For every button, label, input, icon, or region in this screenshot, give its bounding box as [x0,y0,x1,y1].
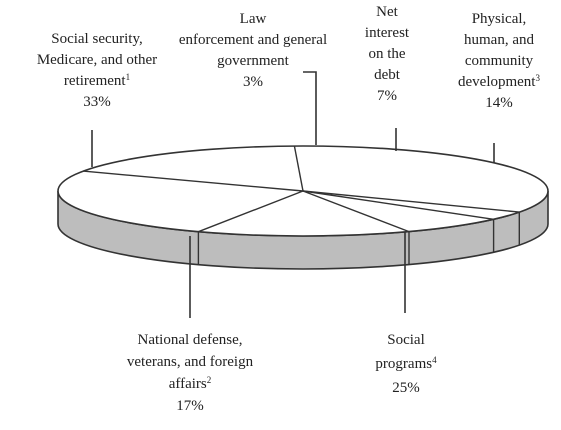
slice-label-1-line-0: Law [240,11,267,27]
slice-value-label-2: 7% [377,88,397,104]
slice-label-5-line-0: National defense, [138,332,243,348]
slice-label-3-line-1: human, and [464,32,534,48]
slice-label-1-line-2: government [217,53,289,69]
slice-label-2-line-2: on the [368,46,405,62]
slice-label-0-line-0: Social security, [51,31,143,47]
slice-label-2-line-0: Net [376,4,398,20]
slice-label-0-line-1: Medicare, and other [37,52,157,68]
slice-boundary-2 [302,190,494,220]
slice-label-2-line-1: interest [365,25,410,41]
slice-label-3-line-3: development3 [458,73,540,90]
slice-boundary-3 [302,190,410,233]
footnote-marker-4: 4 [432,355,437,365]
leader-line-1 [303,71,317,145]
slice-label-5-line-1: veterans, and foreign [127,354,254,370]
slice-value-label-4: 25% [392,380,420,396]
slice-boundary-4 [198,190,304,233]
slice-label-2-line-3: debt [374,67,401,83]
slice-value-label-0: 33% [83,94,111,110]
slice-label-3-line-0: Physical, [472,11,527,27]
footnote-marker-3: 3 [535,73,540,83]
slice-value-label-5: 17% [176,398,204,414]
footnote-marker-5: 2 [207,375,212,385]
slice-label-1-line-1: enforcement and general [179,32,327,48]
slice-boundary-0 [293,145,304,192]
slice-value-label-3: 14% [485,95,513,111]
slice-label-3-line-2: community [465,53,534,69]
slice-label-4-line-0: Social [387,332,425,348]
slice-label-0-line-2: retirement1 [64,72,130,89]
slice-label-5-line-2: affairs2 [169,375,212,392]
slice-value-label-1: 3% [243,74,263,90]
slice-boundary-1 [302,190,520,213]
slice-label-4-line-1: programs4 [375,355,437,372]
footnote-marker-0: 1 [126,72,131,82]
slice-boundary-5 [83,170,304,192]
